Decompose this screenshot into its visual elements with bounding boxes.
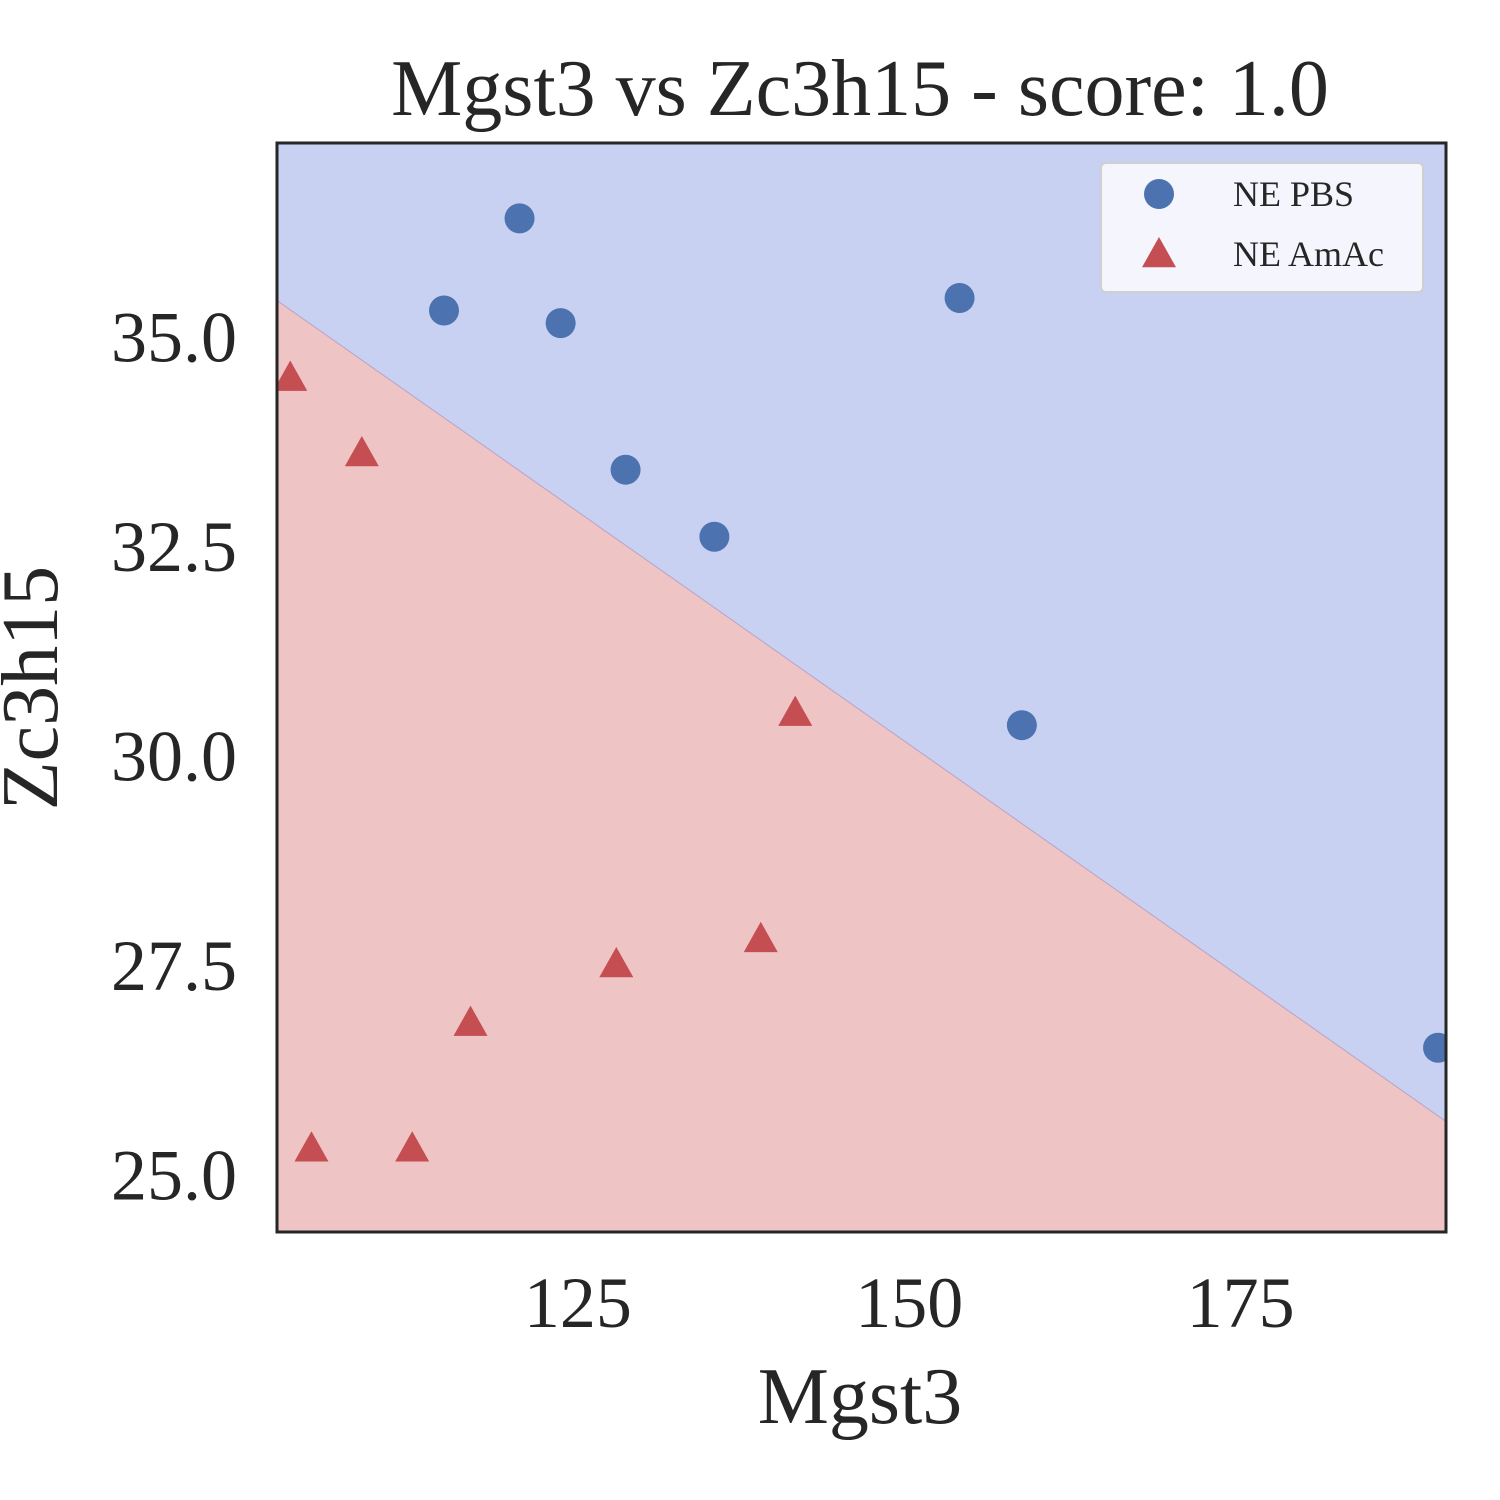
ne-pbs-point — [699, 521, 730, 552]
ne-pbs-point — [504, 203, 535, 234]
ne-pbs-point — [610, 454, 641, 485]
y-tick-label: 25.0 — [111, 1135, 237, 1215]
ne-pbs-point — [429, 295, 459, 326]
ne-amac-point — [453, 1005, 488, 1036]
ne-amac-point — [778, 695, 813, 726]
ne-pbs-point — [1006, 710, 1037, 741]
y-tick-label: 27.5 — [111, 926, 237, 1006]
legend-label: NE PBS — [1233, 174, 1354, 214]
x-tick-label: 125 — [524, 1263, 632, 1343]
legend-label: NE AmAc — [1233, 234, 1384, 274]
y-tick-label: 35.0 — [111, 298, 237, 378]
decision-boundary — [277, 300, 1446, 1122]
legend: NE PBS NE AmAc — [1100, 162, 1424, 293]
x-tick-label: 150 — [855, 1263, 963, 1343]
ne-amac-point — [743, 921, 778, 953]
ne-amac-point — [395, 1131, 430, 1162]
ne-pbs-point — [545, 308, 576, 339]
chart-title: Mgst3 vs Zc3h15 - score: 1.0 — [391, 45, 1329, 133]
x-axis-label: Mgst3 — [758, 1353, 963, 1441]
ne-amac-point — [294, 1131, 329, 1162]
y-tick-label: 30.0 — [111, 717, 237, 797]
region-ne-amac — [277, 300, 1446, 1232]
ne-amac-point — [277, 360, 308, 391]
region-ne-pbs — [277, 143, 1446, 1122]
y-tick-label: 32.5 — [111, 507, 237, 587]
ne-amac-point — [599, 946, 634, 978]
legend-marker-ne-pbs — [1144, 179, 1174, 209]
plot-frame — [275, 141, 1448, 1234]
x-tick-label: 175 — [1187, 1263, 1295, 1343]
legend-box — [1100, 162, 1424, 293]
ne-pbs-point — [944, 282, 975, 313]
ne-pbs-point — [1423, 1032, 1446, 1063]
ne-amac-point — [344, 435, 379, 467]
legend-marker-ne-amac — [1142, 237, 1176, 268]
y-axis-label: Zc3h15 — [0, 566, 75, 810]
